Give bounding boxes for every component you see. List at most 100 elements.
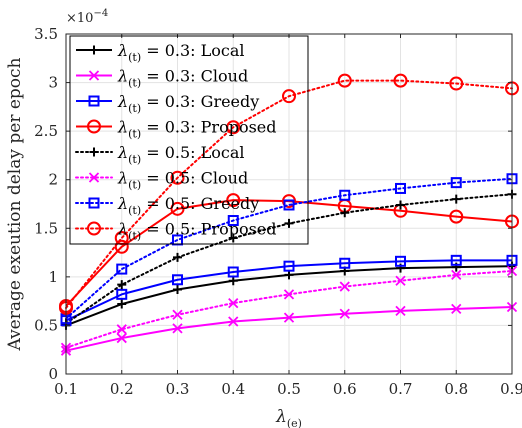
y-tick-label: 2.5: [34, 122, 58, 140]
x-axis-ticks: 0.1 0.2 0.3 0.4 0.5 0.6 0.7 0.8 0.9: [54, 34, 522, 398]
legend-rest: = 0.3: Greedy: [141, 92, 259, 111]
point-marker: [228, 297, 239, 309]
point-marker: [339, 257, 351, 269]
legend-subscript: (t): [128, 77, 141, 90]
point-marker: [87, 221, 101, 236]
point-marker: [227, 215, 239, 227]
y-tick-label: 0.5: [34, 316, 58, 334]
point-marker: [395, 305, 406, 316]
legend-subscript: (t): [128, 51, 141, 64]
legend-entry: λ(t) = 0.5: Local: [75, 143, 245, 166]
legend-subscript: (t): [128, 204, 141, 217]
x-axis-title: λ(e): [275, 407, 302, 428]
point-marker: [89, 45, 99, 55]
legend-symbol: λ: [117, 92, 128, 111]
y-axis-exponent: ×10−4: [66, 8, 108, 26]
y-tick-label: 1.5: [34, 219, 58, 237]
legend-rest: = 0.3: Cloud: [141, 67, 248, 86]
legend-symbol: λ: [117, 67, 128, 86]
point-marker: [451, 303, 462, 315]
point-marker: [227, 266, 239, 278]
point-marker: [88, 70, 100, 81]
y-tick-label: 0: [48, 365, 58, 383]
legend-symbol: λ: [117, 194, 128, 213]
point-marker: [395, 275, 406, 286]
point-marker: [283, 312, 295, 323]
x-title-subscript: (e): [287, 417, 302, 428]
point-marker: [172, 274, 183, 286]
point-marker: [88, 197, 100, 209]
legend-symbol: λ: [117, 169, 128, 188]
legend-entry: λ(t) = 0.5: Greedy: [75, 194, 259, 217]
point-marker: [450, 254, 462, 266]
point-marker: [283, 289, 295, 300]
point-marker: [337, 73, 352, 88]
legend-label: λ(t) = 0.5: Greedy: [117, 194, 259, 217]
legend-label: λ(t) = 0.3: Local: [117, 41, 245, 64]
point-marker: [282, 194, 296, 209]
legend-subscript: (t): [128, 128, 141, 141]
point-marker: [451, 269, 462, 281]
y-tick-label: 3: [48, 74, 58, 92]
point-marker: [396, 200, 405, 210]
y-axis-title: Average exeution delay per epoch: [5, 57, 25, 351]
legend-label: λ(t) = 0.5: Proposed: [117, 220, 277, 243]
exponent-power: −4: [93, 8, 108, 19]
x-tick-label: 0.5: [277, 380, 301, 398]
legend-subscript: (t): [128, 153, 141, 166]
point-marker: [89, 147, 99, 157]
legend-label: λ(t) = 0.3: Cloud: [117, 67, 248, 90]
series-6: [60, 265, 518, 353]
x-tick-label: 0.9: [500, 380, 522, 398]
point-marker: [451, 194, 461, 204]
legend-entry: λ(t) = 0.3: Greedy: [76, 92, 259, 115]
point-marker: [226, 193, 241, 208]
point-marker: [395, 255, 406, 267]
x-title-symbol: λ: [275, 407, 287, 427]
point-marker: [114, 239, 129, 254]
point-marker: [88, 95, 100, 107]
point-marker: [116, 288, 128, 300]
point-marker: [282, 89, 296, 104]
point-marker: [117, 299, 127, 309]
point-marker: [172, 309, 183, 320]
legend-entry: λ(t) = 0.3: Proposed: [76, 118, 277, 141]
legend-subscript: (t): [128, 102, 141, 115]
legend-entry: λ(t) = 0.5: Proposed: [75, 220, 277, 243]
legend-symbol: λ: [117, 118, 128, 137]
legend-rest: = 0.5: Cloud: [141, 169, 248, 188]
legend-entry: λ(t) = 0.3: Cloud: [76, 67, 248, 90]
point-marker: [170, 170, 185, 185]
point-marker: [172, 323, 183, 334]
point-marker: [395, 182, 406, 194]
legend-label: λ(t) = 0.3: Greedy: [117, 92, 259, 115]
point-marker: [449, 209, 464, 224]
point-marker: [449, 76, 464, 91]
point-marker: [117, 280, 127, 290]
point-marker: [284, 270, 294, 280]
y-tick-label: 3.5: [34, 25, 58, 43]
legend-label: λ(t) = 0.3: Proposed: [117, 118, 277, 141]
y-tick-label: 1: [48, 268, 58, 286]
legend-symbol: λ: [117, 41, 128, 60]
series-line: [65, 79, 513, 309]
legend-label: λ(t) = 0.5: Cloud: [117, 169, 248, 192]
legend-box: [69, 35, 309, 245]
point-marker: [116, 332, 127, 344]
point-marker: [339, 281, 350, 292]
series-5: [61, 189, 517, 328]
point-marker: [340, 208, 350, 218]
x-tick-label: 0.2: [110, 380, 134, 398]
legend-subscript: (t): [128, 230, 141, 243]
x-tick-label: 0.8: [444, 380, 468, 398]
point-marker: [170, 201, 185, 216]
x-tick-label: 0.1: [54, 380, 78, 398]
point-marker: [283, 199, 295, 211]
legend-rest: = 0.5: Proposed: [141, 220, 276, 239]
y-axis-ticks: 0 0.5 1 1.5 2 2.5 3 3.5: [34, 25, 512, 383]
point-marker: [283, 260, 295, 272]
point-marker: [88, 172, 100, 183]
legend-entry: λ(t) = 0.5: Cloud: [75, 169, 248, 192]
